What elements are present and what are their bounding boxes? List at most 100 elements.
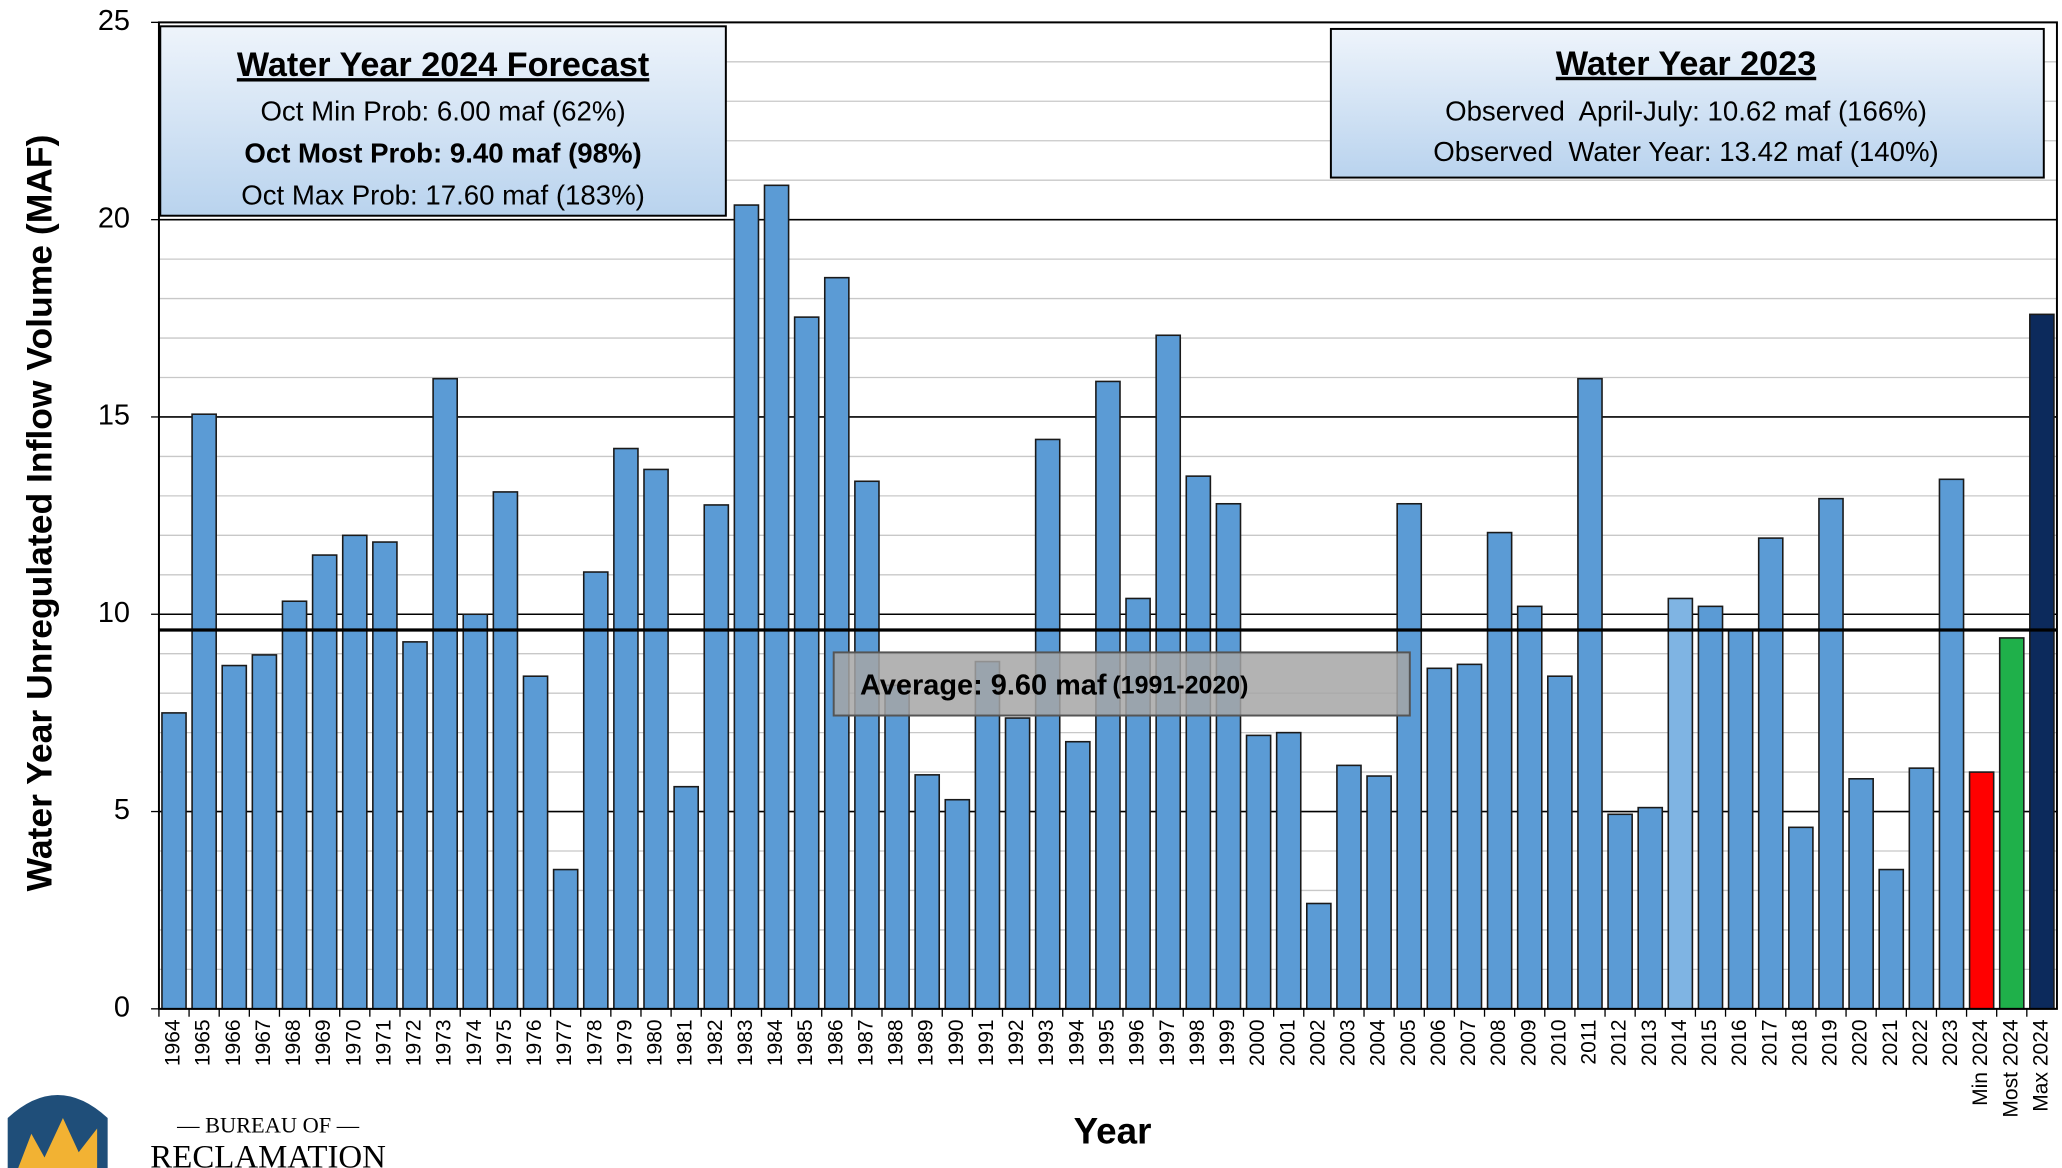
x-tick-label: 1980 [644, 1019, 667, 1066]
bar [1607, 813, 1633, 1010]
y-tick-label: 15 [98, 400, 130, 432]
x-tick-label: Min 2024 [1969, 1019, 1992, 1106]
bar [613, 447, 639, 1010]
y-tick-label: 10 [98, 597, 130, 629]
bar [221, 664, 248, 1010]
logo-text: — BUREAU OF — [176, 1112, 360, 1137]
x-tick-label: 1987 [854, 1019, 877, 1066]
bar [1547, 675, 1573, 1010]
x-tick-label: 1975 [493, 1019, 516, 1066]
x-tick-label: 2019 [1819, 1019, 1842, 1066]
bar [643, 468, 669, 1010]
x-tick-label: 1969 [312, 1019, 335, 1066]
x-tick-label: 2020 [1849, 1019, 1872, 1066]
bar [854, 480, 880, 1010]
x-tick-label: 2007 [1457, 1019, 1480, 1066]
x-tick-label: 1979 [613, 1019, 636, 1066]
bar [311, 554, 338, 1010]
x-tick-label: 1982 [704, 1019, 727, 1066]
bar [1697, 605, 1724, 1010]
x-tick-label: 1989 [915, 1019, 938, 1066]
x-tick-label: 1978 [583, 1019, 606, 1066]
bar [1577, 377, 1603, 1010]
x-tick-label: 1995 [1096, 1019, 1119, 1066]
x-tick-label: 1972 [403, 1019, 426, 1066]
bar [402, 641, 428, 1010]
bar [884, 684, 910, 1010]
x-tick-label: Max 2024 [2029, 1019, 2052, 1112]
average-label: Average: 9.60 maf (1991-2020) [860, 669, 1248, 701]
bar [432, 377, 458, 1010]
x-tick-label: 2006 [1427, 1019, 1450, 1066]
x-tick-label: 1977 [553, 1019, 576, 1066]
x-tick-label: 2003 [1337, 1019, 1360, 1066]
average-label-main: Average: 9.60 maf [860, 669, 1107, 701]
x-tick-label: 1992 [1005, 1019, 1028, 1066]
x-tick-label: 1986 [824, 1019, 847, 1066]
bar [462, 613, 489, 1010]
x-tick-label: 2015 [1698, 1019, 1721, 1066]
x-tick-label: 2012 [1608, 1019, 1631, 1066]
bar [1245, 734, 1272, 1010]
bar [492, 491, 519, 1010]
box-line: Observed Water Year: 13.42 maf (140%) [1433, 136, 1938, 167]
x-tick-label: 2018 [1788, 1019, 1811, 1066]
bar [522, 675, 549, 1010]
box [1329, 27, 2045, 179]
x-tick-label: 2013 [1638, 1019, 1661, 1066]
x-tick-label: 2009 [1517, 1019, 1540, 1066]
x-tick-label: 2016 [1728, 1019, 1751, 1066]
box-line: Oct Max Prob: 17.60 maf (183%) [241, 180, 645, 211]
box-title: Water Year 2023 [1556, 45, 1816, 83]
y-tick-label: 20 [98, 202, 130, 234]
box-line: Oct Min Prob: 6.00 maf (62%) [260, 95, 625, 126]
x-tick-label: 1983 [734, 1019, 757, 1066]
bar [793, 316, 820, 1010]
x-axis-title: Year [1074, 1111, 1152, 1152]
bar [1727, 629, 1754, 1010]
box-line: Oct Most Prob: 9.40 maf (98%) [244, 138, 641, 169]
x-tick-label: 2008 [1487, 1019, 1510, 1066]
bar [1275, 731, 1302, 1010]
x-tick-label: 1999 [1216, 1019, 1239, 1066]
bar [1757, 537, 1784, 1010]
bar [1336, 764, 1362, 1010]
y-tick-label: 5 [114, 794, 130, 826]
bar [281, 600, 308, 1010]
x-tick-label: 2023 [1939, 1019, 1962, 1066]
x-tick-label: 1996 [1126, 1019, 1149, 1066]
bar [1667, 597, 1694, 1010]
bar [1516, 605, 1543, 1010]
x-tick-label: 2004 [1367, 1019, 1390, 1066]
x-tick-label: 2014 [1668, 1019, 1691, 1066]
logo: — BUREAU OF — RECLAMATION [7, 1095, 386, 1168]
y-axis-title: Water Year Unregulated Inflow Volume (MA… [19, 135, 59, 892]
box-title: Water Year 2024 Forecast [237, 46, 649, 84]
plot-frame [157, 21, 2058, 1010]
bar [1486, 531, 1513, 1010]
x-tick-label: 1985 [794, 1019, 817, 1066]
bar [1456, 663, 1483, 1010]
x-tick-label: 2005 [1397, 1019, 1420, 1066]
x-tick-label: 2000 [1246, 1019, 1269, 1066]
bar [1998, 637, 2025, 1010]
x-tick-label: 2022 [1909, 1019, 1932, 1066]
bar [944, 798, 971, 1010]
x-tick-label: 2001 [1276, 1019, 1299, 1066]
bar [1878, 868, 1905, 1010]
bar [1848, 778, 1874, 1010]
average-label-period: (1991-2020) [1112, 671, 1248, 699]
bar [1185, 475, 1212, 1010]
bar [251, 654, 278, 1010]
bar [2029, 313, 2055, 1010]
x-tick-label: 1965 [192, 1019, 215, 1066]
x-tick-label: 1984 [764, 1019, 787, 1066]
bar [1366, 775, 1392, 1010]
bar [341, 534, 368, 1010]
x-tick-label: 1998 [1186, 1019, 1209, 1066]
box [159, 25, 727, 217]
bar [1004, 717, 1031, 1010]
x-tick-label: 1993 [1035, 1019, 1058, 1066]
